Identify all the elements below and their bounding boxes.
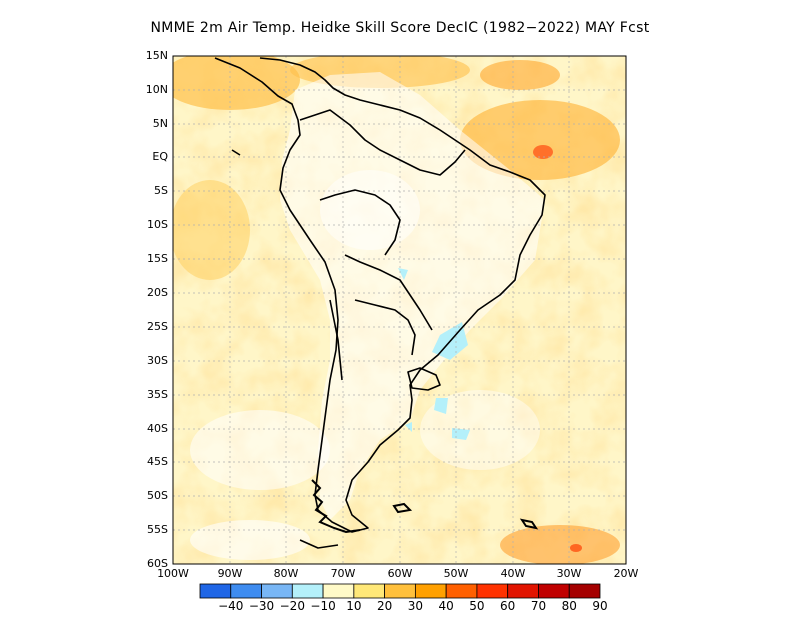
lat-label: 60S — [147, 557, 168, 570]
colorbar-label: 80 — [561, 599, 577, 613]
colorbar-label: 40 — [438, 599, 454, 613]
colorbar-label: −20 — [279, 599, 305, 613]
lat-label: 15N — [145, 49, 168, 62]
negative-skill-patch — [398, 268, 408, 280]
lon-label: 90W — [217, 567, 243, 580]
colorbar-label: −40 — [218, 599, 244, 613]
colorbar-swatch — [414, 583, 447, 599]
lat-label: 15S — [147, 252, 168, 265]
shaded-field — [173, 56, 626, 564]
colorbar-swatch — [353, 583, 386, 599]
lat-label: 55S — [147, 523, 168, 536]
colorbar-swatch — [230, 583, 262, 599]
colorbar-label: 20 — [376, 599, 393, 613]
lat-label: 5S — [154, 184, 168, 197]
colorbar-swatch — [291, 583, 324, 599]
colorbar-swatch — [507, 583, 539, 599]
lat-label: EQ — [152, 150, 168, 163]
colorbar-label: 90 — [592, 599, 608, 613]
lat-label: 35S — [147, 388, 168, 401]
lon-label: 70W — [330, 567, 356, 580]
negative-skill-patch — [405, 422, 412, 432]
lat-label: 5N — [152, 117, 168, 130]
lon-label: 100W — [157, 567, 189, 580]
colorbar-swatch — [538, 583, 570, 599]
coastlines — [214, 57, 546, 549]
lon-label: 20W — [613, 567, 639, 580]
lat-label: 45S — [147, 455, 168, 468]
colorbar-swatch — [384, 583, 416, 599]
map-border — [172, 55, 627, 565]
lon-label: 60W — [387, 567, 413, 580]
lon-label: 40W — [500, 567, 526, 580]
negative-skill-patch — [452, 428, 470, 440]
negative-skill-patch — [434, 398, 448, 414]
colorbar-swatch — [445, 583, 478, 599]
lat-label: 30S — [147, 354, 168, 367]
colorbar-label: 10 — [346, 599, 362, 613]
colorbar-label: 70 — [530, 599, 547, 613]
colorbar-label: 60 — [500, 599, 516, 613]
fjord-coast — [311, 479, 539, 534]
colorbar-label: −10 — [310, 599, 336, 613]
lat-label: 10N — [145, 83, 168, 96]
colorbar-swatch — [568, 583, 601, 599]
colorbar-label: −30 — [248, 599, 275, 613]
lat-label: 50S — [147, 489, 168, 502]
colorbar-swatch — [322, 583, 355, 599]
colorbar-swatch — [199, 583, 232, 599]
lat-label: 20S — [147, 286, 168, 299]
lat-label: 10S — [147, 218, 168, 231]
colorbar-label: 50 — [469, 599, 485, 613]
lon-label: 80W — [273, 567, 299, 580]
colorbar — [199, 583, 601, 599]
colorbar-swatch — [476, 583, 509, 599]
colorbar-swatch — [261, 583, 293, 599]
lat-label: 25S — [147, 320, 168, 333]
lon-label: 50W — [443, 567, 469, 580]
colorbar-label: 30 — [407, 599, 424, 613]
lat-label: 40S — [147, 422, 168, 435]
chart-title: NMME 2m Air Temp. Heidke Skill Score Dec… — [150, 20, 650, 36]
lon-label: 30W — [556, 567, 582, 580]
